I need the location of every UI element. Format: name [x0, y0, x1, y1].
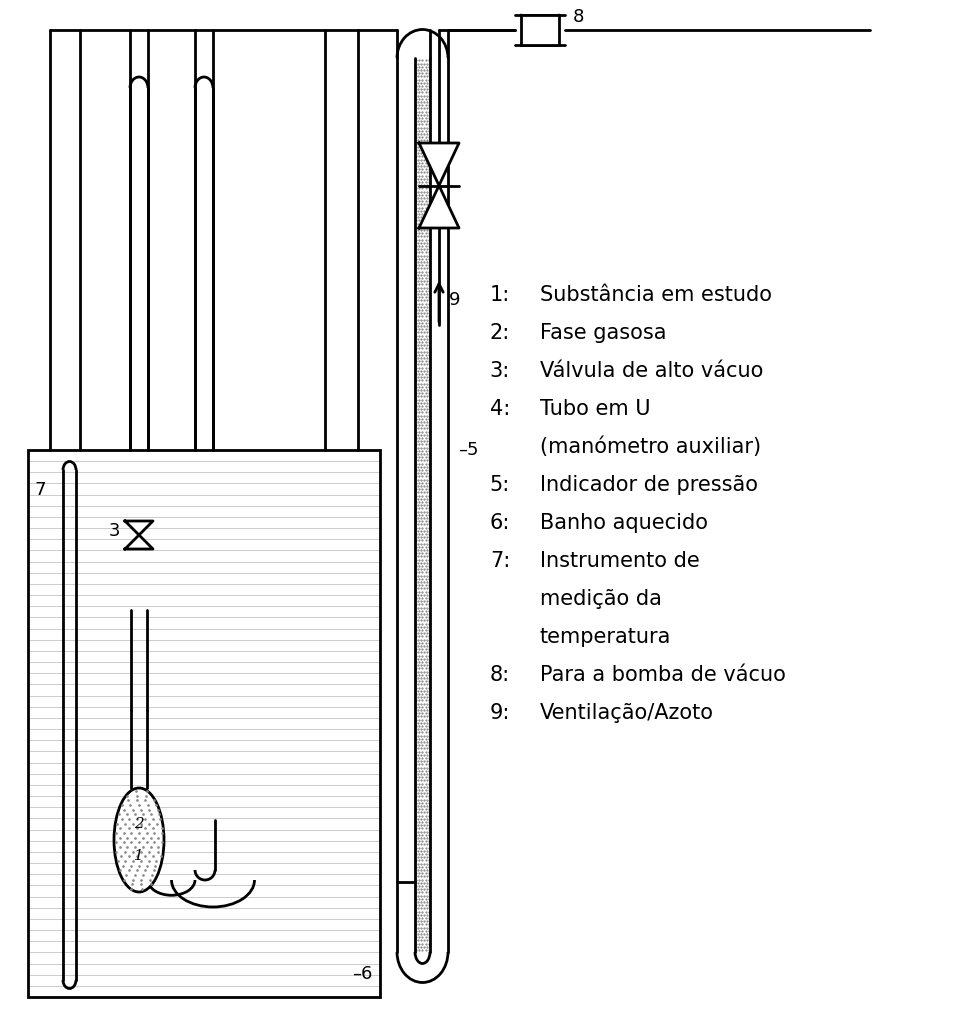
Text: Ventilação/Azoto: Ventilação/Azoto — [540, 703, 714, 723]
Text: (manómetro auxiliar): (manómetro auxiliar) — [540, 436, 761, 457]
Text: Para a bomba de vácuo: Para a bomba de vácuo — [540, 665, 786, 685]
Ellipse shape — [114, 788, 164, 892]
Text: 2:: 2: — [490, 323, 510, 343]
Polygon shape — [125, 521, 153, 535]
Text: 9:: 9: — [489, 703, 510, 723]
Text: 3:: 3: — [490, 361, 510, 381]
Polygon shape — [419, 186, 459, 228]
Text: 7: 7 — [35, 481, 46, 499]
Text: –5: –5 — [458, 442, 479, 459]
Text: 8:: 8: — [490, 665, 510, 685]
Text: Válvula de alto vácuo: Válvula de alto vácuo — [540, 361, 763, 381]
Text: 5:: 5: — [490, 475, 510, 495]
Polygon shape — [419, 143, 459, 186]
Text: 1: 1 — [135, 849, 144, 863]
Text: 7:: 7: — [490, 551, 510, 571]
Text: Indicador de pressão: Indicador de pressão — [540, 475, 758, 495]
Text: Tubo em U: Tubo em U — [540, 399, 651, 419]
Text: Substância em estudo: Substância em estudo — [540, 285, 772, 305]
Text: medição da: medição da — [540, 589, 662, 609]
Polygon shape — [521, 15, 559, 45]
Text: 4:: 4: — [490, 399, 510, 419]
Text: 2: 2 — [135, 817, 144, 831]
Text: Instrumento de: Instrumento de — [540, 551, 700, 571]
Polygon shape — [125, 535, 153, 549]
Text: 8: 8 — [573, 8, 584, 26]
Text: Banho aquecido: Banho aquecido — [540, 513, 708, 533]
Text: 3: 3 — [109, 522, 120, 540]
Text: 6:: 6: — [489, 513, 510, 533]
Text: Fase gasosa: Fase gasosa — [540, 323, 667, 343]
Text: 1:: 1: — [490, 285, 510, 305]
Text: –6: –6 — [352, 965, 372, 983]
Text: temperatura: temperatura — [540, 628, 672, 647]
Text: 9: 9 — [449, 291, 460, 309]
